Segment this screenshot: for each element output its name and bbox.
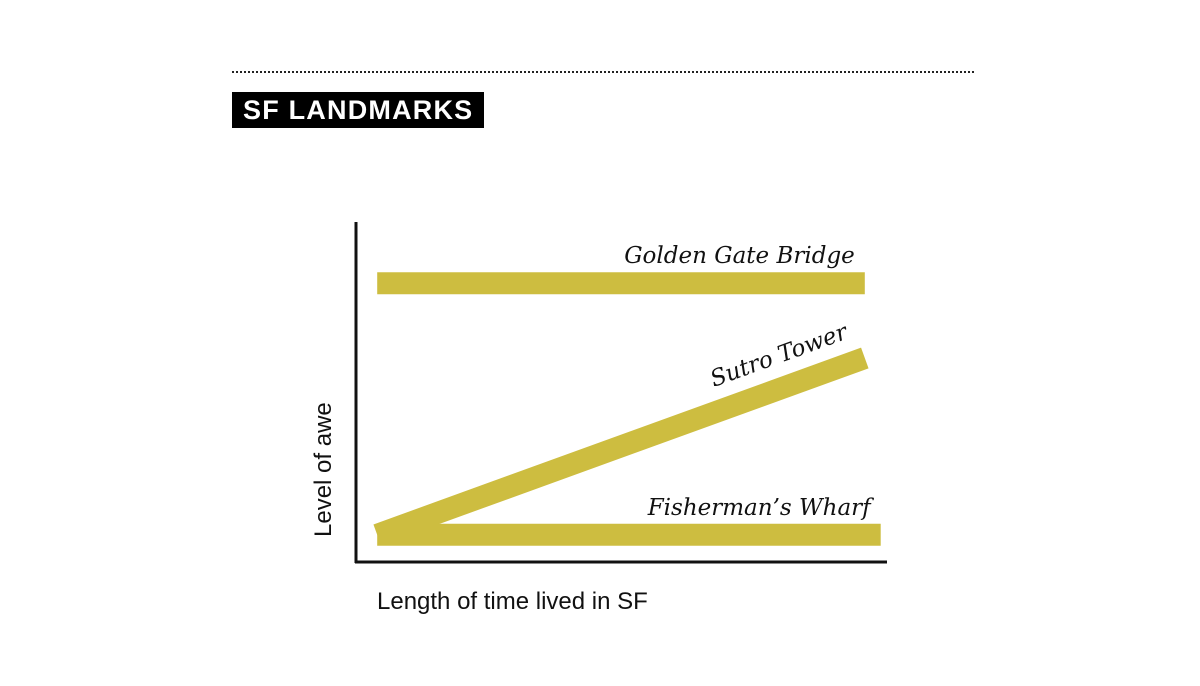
series-line-1 <box>373 347 869 546</box>
series-label-0: Golden Gate Bridge <box>624 243 855 269</box>
series-lines <box>373 272 881 546</box>
page-title: SF LANDMARKS <box>232 92 485 128</box>
x-axis-label: Length of time lived in SF <box>377 588 648 615</box>
y-axis-label: Level of awe <box>310 402 337 537</box>
dotted-divider <box>232 71 974 73</box>
series-label-2: Fisherman’s Wharf <box>647 495 874 521</box>
